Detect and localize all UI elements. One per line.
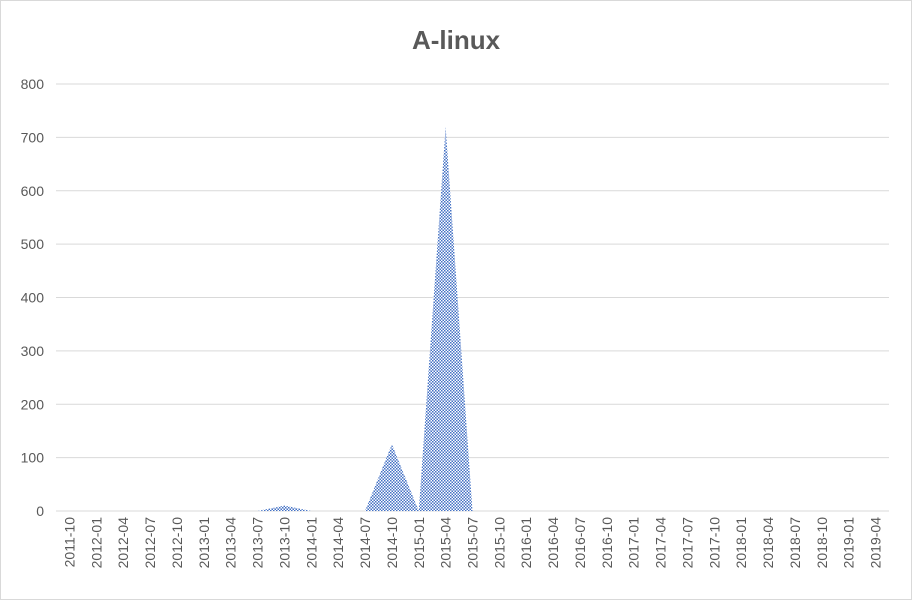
data-point bbox=[390, 443, 393, 446]
data-point bbox=[874, 510, 877, 513]
x-tick-label: 2018-04 bbox=[760, 517, 776, 569]
data-point bbox=[820, 510, 823, 513]
x-tick-label: 2015-07 bbox=[465, 517, 481, 569]
data-point bbox=[605, 510, 608, 513]
y-tick-label: 200 bbox=[21, 396, 45, 412]
y-tick-label: 800 bbox=[21, 76, 45, 92]
x-tick-label: 2013-07 bbox=[250, 517, 266, 569]
data-point bbox=[847, 510, 850, 513]
x-tick-label: 2016-04 bbox=[545, 517, 561, 569]
series-areas bbox=[68, 125, 877, 513]
data-point bbox=[525, 510, 528, 513]
x-tick-label: 2017-10 bbox=[706, 517, 722, 569]
x-axis-tick-labels: 2011-10 2012-01 2012-04 2012-07 2012-10 2013-… bbox=[61, 517, 883, 569]
data-point bbox=[444, 125, 447, 128]
data-point bbox=[122, 510, 125, 513]
x-tick-label: 2016-01 bbox=[518, 517, 534, 569]
x-tick-label: 2012-07 bbox=[142, 517, 158, 569]
x-tick-label: 2012-10 bbox=[169, 517, 185, 569]
x-tick-label: 2015-10 bbox=[491, 517, 507, 569]
x-tick-label: 2016-10 bbox=[599, 517, 615, 569]
data-point bbox=[471, 510, 474, 513]
data-point bbox=[417, 510, 420, 513]
x-tick-label: 2014-04 bbox=[330, 517, 346, 569]
y-tick-label: 100 bbox=[21, 450, 45, 466]
data-point bbox=[740, 510, 743, 513]
data-point bbox=[713, 510, 716, 513]
data-point bbox=[229, 510, 232, 513]
data-point bbox=[283, 504, 286, 507]
y-tick-label: 0 bbox=[36, 503, 44, 519]
x-tick-label: 2015-01 bbox=[411, 517, 427, 569]
y-tick-label: 600 bbox=[21, 183, 45, 199]
x-tick-label: 2013-04 bbox=[223, 517, 239, 569]
y-axis-tick-labels: 0 100 200 300 400 500 600 700 800 bbox=[21, 76, 45, 519]
x-tick-label: 2012-01 bbox=[88, 517, 104, 569]
x-tick-label: 2019-04 bbox=[868, 517, 884, 569]
x-tick-label: 2013-01 bbox=[196, 517, 212, 569]
data-point bbox=[686, 510, 689, 513]
x-tick-label: 2019-01 bbox=[841, 517, 857, 569]
data-point bbox=[498, 510, 501, 513]
data-point bbox=[202, 510, 205, 513]
x-tick-label: 2011-10 bbox=[61, 517, 77, 568]
y-tick-label: 500 bbox=[21, 236, 45, 252]
y-tick-label: 300 bbox=[21, 343, 45, 359]
data-point bbox=[95, 510, 98, 513]
data-point bbox=[364, 510, 367, 513]
data-point bbox=[632, 510, 635, 513]
y-tick-label: 700 bbox=[21, 129, 45, 145]
series-area-0 bbox=[69, 126, 876, 511]
data-point bbox=[310, 510, 313, 513]
y-tick-label: 400 bbox=[21, 290, 45, 306]
x-tick-label: 2014-10 bbox=[384, 517, 400, 569]
x-tick-label: 2017-04 bbox=[653, 517, 669, 569]
data-point bbox=[793, 510, 796, 513]
x-tick-label: 2018-07 bbox=[787, 517, 803, 569]
x-tick-label: 2015-04 bbox=[438, 517, 454, 569]
data-point bbox=[578, 510, 581, 513]
data-point bbox=[337, 510, 340, 513]
data-point bbox=[175, 510, 178, 513]
chart-title: A-linux bbox=[412, 25, 501, 55]
x-tick-label: 2014-07 bbox=[357, 517, 373, 569]
data-point bbox=[767, 510, 770, 513]
x-tick-label: 2014-01 bbox=[303, 517, 319, 569]
gridlines bbox=[56, 83, 889, 512]
data-point bbox=[552, 510, 555, 513]
x-tick-label: 2018-10 bbox=[814, 517, 830, 569]
data-point bbox=[256, 510, 259, 513]
data-point bbox=[149, 510, 152, 513]
data-point bbox=[659, 510, 662, 513]
x-tick-label: 2012-04 bbox=[115, 517, 131, 569]
x-tick-label: 2017-07 bbox=[679, 517, 695, 569]
x-tick-label: 2013-10 bbox=[276, 517, 292, 569]
data-point bbox=[68, 510, 71, 513]
x-tick-label: 2017-01 bbox=[626, 517, 642, 569]
x-tick-label: 2016-07 bbox=[572, 517, 588, 569]
x-tick-label: 2018-01 bbox=[733, 517, 749, 569]
